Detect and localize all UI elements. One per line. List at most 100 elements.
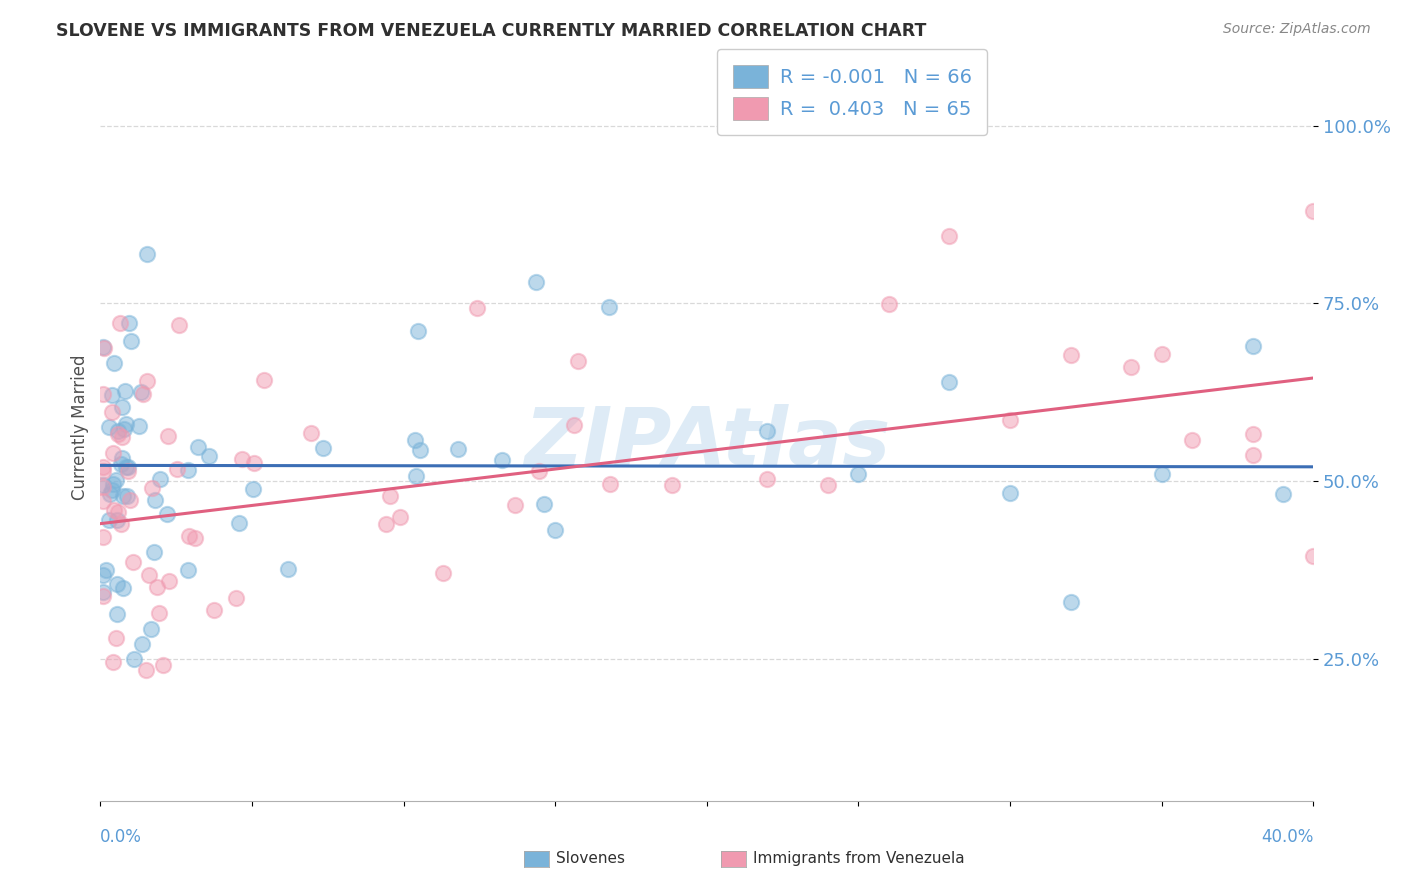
Point	[105, 513, 128, 527]
Point	[98, 420, 121, 434]
Point	[93, 460, 115, 475]
Point	[120, 334, 142, 349]
Point	[117, 489, 139, 503]
Point	[378, 490, 401, 504]
Point	[1181, 433, 1204, 447]
Point	[187, 440, 209, 454]
Point	[111, 400, 134, 414]
Point	[97, 512, 120, 526]
Point	[169, 318, 191, 332]
Text: Slovenes: Slovenes	[557, 851, 626, 866]
Point	[107, 505, 129, 519]
Point	[100, 387, 122, 401]
Point	[388, 510, 411, 524]
Point	[110, 516, 132, 531]
Point	[136, 375, 159, 389]
Point	[93, 340, 115, 354]
Point	[157, 574, 180, 589]
Point	[1121, 359, 1143, 374]
Point	[491, 452, 513, 467]
Point	[98, 487, 121, 501]
Point	[177, 528, 200, 542]
Text: 40.0%: 40.0%	[1261, 828, 1313, 846]
Point	[277, 562, 299, 576]
Point	[242, 482, 264, 496]
Point	[129, 385, 152, 400]
Point	[409, 442, 432, 457]
Point	[877, 297, 900, 311]
Point	[503, 498, 526, 512]
Point	[112, 422, 135, 436]
Point	[243, 457, 266, 471]
Legend: R = -0.001   N = 66, R =  0.403   N = 65: R = -0.001 N = 66, R = 0.403 N = 65	[717, 49, 987, 136]
Point	[312, 441, 335, 455]
Point	[114, 459, 136, 474]
Point	[107, 424, 129, 438]
Point	[1060, 348, 1083, 362]
Point	[1241, 426, 1264, 441]
Text: Source: ZipAtlas.com: Source: ZipAtlas.com	[1223, 22, 1371, 37]
Point	[524, 275, 547, 289]
Point	[93, 478, 115, 492]
Point	[225, 591, 247, 606]
Point	[149, 472, 172, 486]
Point	[756, 472, 779, 486]
Point	[94, 563, 117, 577]
Point	[105, 607, 128, 621]
Point	[447, 442, 470, 456]
Point	[1302, 204, 1324, 219]
Point	[93, 568, 115, 582]
Point	[998, 486, 1021, 500]
Point	[146, 581, 169, 595]
Point	[114, 384, 136, 398]
Point	[1150, 467, 1173, 481]
Point	[1271, 487, 1294, 501]
Point	[93, 387, 115, 401]
Point	[141, 481, 163, 495]
Point	[135, 663, 157, 677]
Point	[132, 386, 155, 401]
Point	[110, 430, 132, 444]
Point	[93, 589, 115, 603]
Point	[938, 375, 960, 389]
Point	[128, 419, 150, 434]
Point	[121, 555, 143, 569]
Point	[152, 658, 174, 673]
Point	[111, 581, 134, 595]
Text: SLOVENE VS IMMIGRANTS FROM VENEZUELA CURRENTLY MARRIED CORRELATION CHART: SLOVENE VS IMMIGRANTS FROM VENEZUELA CUR…	[56, 22, 927, 40]
Point	[93, 464, 115, 478]
Point	[118, 316, 141, 330]
Point	[131, 637, 153, 651]
Point	[101, 477, 124, 491]
Point	[375, 516, 398, 531]
Point	[544, 523, 567, 537]
Point	[120, 493, 142, 508]
Point	[405, 469, 427, 483]
Point	[105, 473, 128, 487]
Point	[198, 449, 221, 463]
Point	[103, 503, 125, 517]
Point	[117, 459, 139, 474]
Point	[145, 492, 167, 507]
Point	[408, 324, 430, 338]
Point	[1150, 347, 1173, 361]
Point	[105, 632, 128, 646]
Point	[93, 530, 115, 544]
Point	[93, 494, 115, 508]
Point	[567, 354, 589, 368]
Point	[142, 545, 165, 559]
Point	[103, 655, 125, 669]
Point	[177, 563, 200, 577]
Point	[527, 464, 550, 478]
Point	[598, 300, 620, 314]
Point	[93, 480, 115, 494]
Point	[114, 417, 136, 432]
Point	[183, 531, 205, 545]
Point	[139, 623, 162, 637]
Point	[231, 452, 253, 467]
Point	[136, 246, 159, 260]
Point	[998, 413, 1021, 427]
Point	[117, 464, 139, 478]
Point	[111, 450, 134, 465]
Point	[176, 463, 198, 477]
